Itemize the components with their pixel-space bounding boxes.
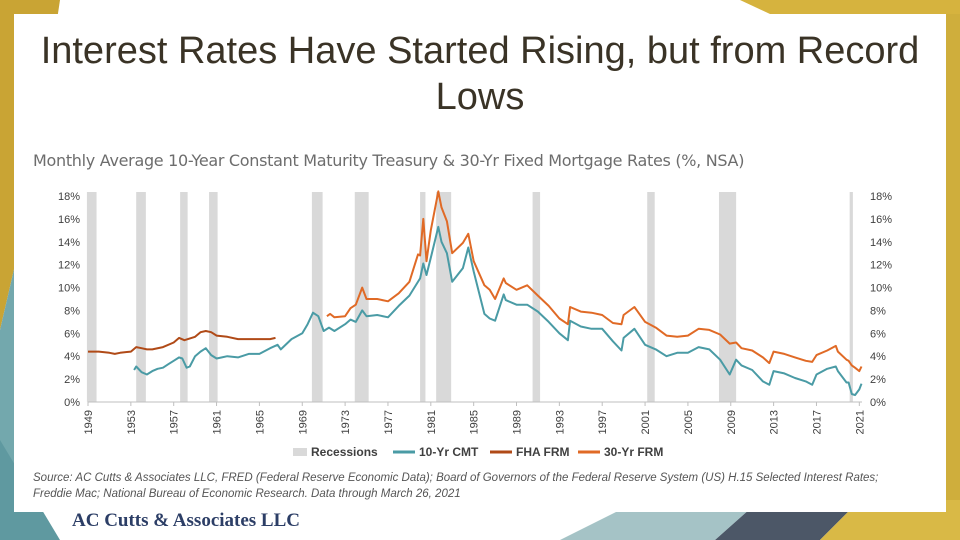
y-tick-left-label: 8% bbox=[64, 305, 80, 317]
x-tick-label: 1949 bbox=[83, 410, 95, 434]
x-tick-label: 1985 bbox=[469, 410, 481, 434]
x-tick-label: 1973 bbox=[340, 410, 352, 434]
y-axis-left: 0% 2% 4% 6% 8% 10% 12% 14% 16% 18% bbox=[58, 191, 80, 409]
x-tick-label: 1993 bbox=[554, 410, 566, 434]
x-tick-label: 2021 bbox=[854, 410, 866, 434]
x-tick-label: 2013 bbox=[769, 410, 781, 434]
y-tick-left-label: 14% bbox=[58, 237, 80, 249]
bg-top-right bbox=[740, 0, 960, 14]
recession-band-10 bbox=[718, 192, 737, 402]
recession-band-5 bbox=[354, 192, 369, 402]
y-tick-right-label: 4% bbox=[870, 351, 886, 363]
x-tick-label: 1965 bbox=[254, 410, 266, 434]
x-tick-label: 2017 bbox=[811, 410, 823, 434]
y-tick-right-label: 14% bbox=[870, 237, 892, 249]
recession-band-9 bbox=[647, 192, 655, 402]
x-tick-label: 2001 bbox=[640, 410, 652, 434]
legend-label-3: 30-Yr FRM bbox=[604, 445, 663, 459]
y-tick-right-label: 16% bbox=[870, 214, 892, 226]
recession-band-1 bbox=[136, 192, 146, 402]
y-tick-left-label: 12% bbox=[58, 260, 80, 272]
x-tick-label: 1957 bbox=[169, 410, 181, 434]
x-tick-label: 1989 bbox=[512, 410, 524, 434]
y-tick-left-label: 16% bbox=[58, 214, 80, 226]
y-tick-left-label: 4% bbox=[64, 351, 80, 363]
x-tick-label: 1981 bbox=[426, 410, 438, 434]
recession-band-6 bbox=[420, 192, 426, 402]
chart-subtitle: Monthly Average 10-Year Constant Maturit… bbox=[33, 151, 745, 170]
bg-right-edge bbox=[946, 14, 960, 540]
series-line-fha-frm bbox=[88, 330, 276, 355]
x-tick-label: 1997 bbox=[597, 410, 609, 434]
slide-title: Interest Rates Have Started Rising, but … bbox=[0, 28, 960, 120]
legend-swatch-0 bbox=[293, 448, 307, 456]
legend-swatch-2 bbox=[490, 450, 512, 454]
y-tick-right-label: 8% bbox=[870, 305, 886, 317]
y-tick-left-label: 0% bbox=[64, 397, 80, 409]
y-tick-right-label: 12% bbox=[870, 260, 892, 272]
x-axis: 1949 1953 1957 1961 1965 1969 1973 1977 1981 1985… bbox=[83, 402, 866, 434]
y-tick-right-label: 10% bbox=[870, 283, 892, 295]
x-tick-label: 1953 bbox=[126, 410, 138, 434]
series-line-10-yr-cmt bbox=[133, 225, 863, 397]
legend-label-1: 10-Yr CMT bbox=[419, 445, 479, 459]
slide-panel bbox=[14, 14, 946, 512]
y-axis-right: 0% 2% 4% 6% 8% 10% 12% 14% 16% 18% bbox=[870, 191, 892, 409]
y-tick-left-label: 6% bbox=[64, 328, 80, 340]
y-tick-left-label: 10% bbox=[58, 283, 80, 295]
recession-band-11 bbox=[849, 192, 853, 402]
legend-label-0: Recessions bbox=[311, 445, 378, 459]
legend: Recessions 10-Yr CMT FHA FRM 30-Yr FRM bbox=[293, 445, 663, 459]
recession-band-0 bbox=[86, 192, 97, 402]
x-tick-label: 2005 bbox=[683, 410, 695, 434]
recession-band-7 bbox=[436, 192, 452, 402]
series-lines bbox=[88, 190, 863, 397]
title-line-2: Lows bbox=[435, 76, 525, 118]
x-tick-label: 1969 bbox=[297, 410, 309, 434]
recession-band-8 bbox=[532, 192, 541, 402]
y-tick-right-label: 0% bbox=[870, 397, 886, 409]
x-tick-label: 1977 bbox=[383, 410, 395, 434]
legend-swatch-1 bbox=[393, 450, 415, 454]
y-tick-left-label: 2% bbox=[64, 374, 80, 386]
recession-band-3 bbox=[209, 192, 218, 402]
source-note: Source: AC Cutts & Associates LLC, FRED … bbox=[33, 472, 879, 500]
recession-bands bbox=[86, 192, 853, 402]
y-tick-left-label: 18% bbox=[58, 191, 80, 203]
y-tick-right-label: 6% bbox=[870, 328, 886, 340]
y-tick-right-label: 2% bbox=[870, 374, 886, 386]
series-line-30-yr-frm bbox=[326, 190, 863, 373]
legend-swatch-3 bbox=[578, 450, 600, 454]
recession-band-4 bbox=[311, 192, 323, 402]
brand-logo-text: AC Cutts & Associates LLC bbox=[72, 510, 300, 531]
recession-band-2 bbox=[180, 192, 188, 402]
legend-label-2: FHA FRM bbox=[516, 445, 570, 459]
title-line-1: Interest Rates Have Started Rising, but … bbox=[40, 30, 920, 72]
x-tick-label: 1961 bbox=[212, 410, 224, 434]
y-tick-right-label: 18% bbox=[870, 191, 892, 203]
x-tick-label: 2009 bbox=[726, 410, 738, 434]
